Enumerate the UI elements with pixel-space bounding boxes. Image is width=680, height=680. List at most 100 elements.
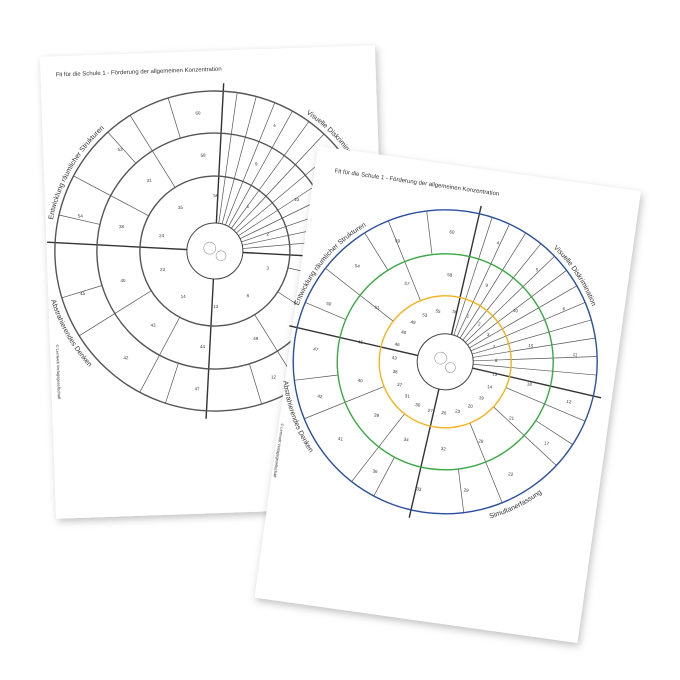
cell-number: 17 bbox=[544, 440, 550, 446]
cell-number: 49 bbox=[253, 336, 259, 341]
center-illustration-icon bbox=[445, 362, 456, 373]
segment-divider bbox=[467, 270, 567, 346]
cell-number: 58 bbox=[447, 272, 453, 278]
segment-divider bbox=[473, 356, 598, 362]
cell-number: 38 bbox=[119, 224, 125, 229]
cell-number: 2 bbox=[266, 232, 269, 237]
cell-number: 4 bbox=[273, 123, 276, 128]
cell-number: 31 bbox=[146, 178, 152, 183]
cell-number: 45 bbox=[358, 339, 364, 345]
segment-divider bbox=[472, 319, 592, 355]
cell-number: 14 bbox=[181, 294, 187, 299]
cell-number: 21 bbox=[509, 415, 515, 421]
segment-divider bbox=[426, 210, 433, 255]
cell-number: 54 bbox=[78, 213, 84, 218]
segment-divider bbox=[456, 223, 510, 337]
cell-number: 23 bbox=[455, 408, 461, 414]
cell-number: 32 bbox=[441, 446, 447, 452]
segment-divider bbox=[218, 92, 238, 224]
cell-number: 59 bbox=[395, 238, 401, 244]
segment-divider bbox=[305, 302, 346, 320]
cell-number: 47 bbox=[313, 346, 319, 352]
cell-number: 40 bbox=[357, 378, 363, 384]
cell-number: 60 bbox=[449, 229, 455, 235]
cell-number: 19 bbox=[478, 395, 484, 401]
segment-divider bbox=[364, 232, 389, 271]
segment-divider bbox=[458, 468, 465, 513]
cell-number: 48 bbox=[401, 329, 407, 335]
cell-number: 41 bbox=[338, 436, 344, 442]
cell-number: 11 bbox=[572, 352, 578, 358]
cell-number: 3 bbox=[487, 332, 491, 337]
cell-number: 28 bbox=[478, 438, 484, 444]
cell-number: 4 bbox=[496, 240, 500, 245]
segment-divider bbox=[459, 232, 527, 339]
cell-number: 13 bbox=[492, 371, 498, 377]
cell-number: 38 bbox=[392, 369, 398, 375]
front-sheet-paper bbox=[254, 146, 641, 643]
segment-divider bbox=[249, 363, 262, 405]
cell-number: 58 bbox=[201, 153, 207, 158]
cell-number: 9 bbox=[485, 283, 489, 288]
cell-number: 2 bbox=[478, 321, 482, 326]
segment-divider bbox=[165, 363, 179, 404]
segment-divider bbox=[462, 243, 542, 341]
cell-number: 39 bbox=[374, 412, 380, 418]
cell-number: 55 bbox=[435, 308, 441, 314]
cell-number: 31 bbox=[405, 393, 411, 399]
segment-divider bbox=[493, 406, 557, 466]
segment-divider bbox=[351, 413, 405, 482]
segment-divider bbox=[231, 121, 310, 229]
segment-divider bbox=[325, 267, 394, 322]
cell-number: 42 bbox=[317, 394, 323, 400]
cell-number: 30 bbox=[415, 402, 421, 408]
segment-divider bbox=[470, 302, 586, 352]
center-illustration-icon bbox=[203, 241, 217, 255]
middle-ring bbox=[336, 253, 554, 471]
center-illustration-icon bbox=[215, 250, 227, 262]
cell-number: 8 bbox=[495, 358, 499, 363]
segment-divider bbox=[294, 374, 339, 381]
cell-number: 26 bbox=[441, 410, 447, 416]
cell-number: 60 bbox=[195, 110, 201, 115]
segment-divider bbox=[225, 102, 276, 226]
cell-number: 18 bbox=[526, 381, 532, 387]
cell-number: 22 bbox=[508, 471, 514, 477]
cell-number: 45 bbox=[80, 291, 86, 296]
cell-number: 44 bbox=[200, 344, 206, 349]
center-illustration-icon bbox=[434, 351, 447, 365]
cell-number: 43 bbox=[151, 323, 157, 328]
segment-divider bbox=[107, 131, 137, 164]
outer-ring bbox=[292, 209, 598, 515]
cell-number: 36 bbox=[372, 468, 378, 474]
cell-number: 51 bbox=[374, 305, 380, 311]
cell-number: 46 bbox=[394, 342, 400, 348]
cell-number: 24 bbox=[159, 233, 165, 238]
segment-divider bbox=[387, 220, 421, 301]
cell-number: 57 bbox=[404, 281, 410, 287]
copyright-text: © Lernwelt Verlagsgesellschaft bbox=[55, 344, 62, 400]
cell-number: 10 bbox=[294, 197, 300, 202]
cell-number: 3 bbox=[266, 266, 269, 271]
segment-divider bbox=[535, 420, 573, 445]
segment-divider bbox=[58, 214, 100, 225]
segment-divider bbox=[304, 386, 385, 420]
cell-number: 15 bbox=[528, 343, 534, 349]
cell-number: 20 bbox=[468, 403, 474, 409]
segment-divider bbox=[465, 255, 555, 343]
cell-number: 5 bbox=[535, 267, 539, 272]
cell-number: 9 bbox=[255, 161, 258, 166]
cell-number: 53 bbox=[422, 312, 428, 318]
front-worksheet: Fit für die Schule 1 - Förderung der all… bbox=[254, 146, 641, 643]
segment-divider bbox=[61, 285, 103, 299]
cell-number: 37 bbox=[397, 382, 403, 388]
cell-number: 27 bbox=[428, 408, 434, 414]
segment-divider bbox=[453, 217, 493, 336]
inner-ring bbox=[139, 175, 291, 327]
cell-number: 23 bbox=[160, 267, 166, 272]
segment-divider bbox=[221, 96, 257, 225]
cell-number: 33 bbox=[416, 486, 422, 492]
cell-number: 43 bbox=[392, 355, 398, 361]
cell-number: 53 bbox=[117, 147, 123, 152]
